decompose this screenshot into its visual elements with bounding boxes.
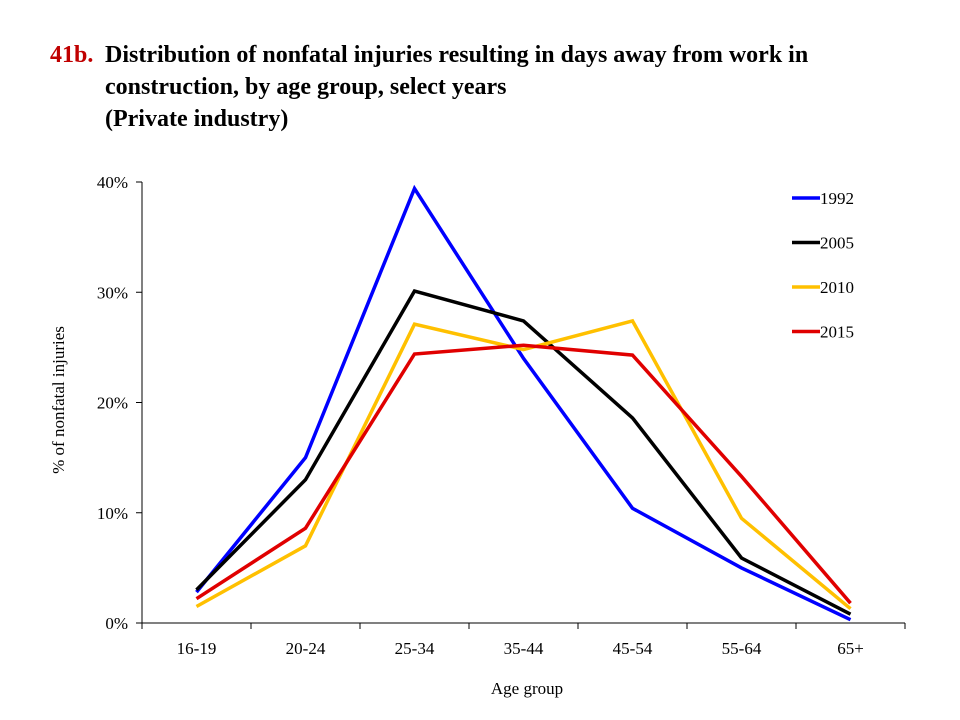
series-line-2010 [195, 318, 852, 611]
x-tick-label: 45-54 [613, 639, 653, 658]
series-layer [195, 184, 852, 622]
title-line-2: construction, by age group, select years [105, 74, 507, 100]
x-tick-label: 25-34 [395, 639, 435, 658]
legend-label-2010: 2010 [820, 278, 854, 297]
y-tick-label: 0% [105, 614, 128, 633]
x-tick-label: 20-24 [286, 639, 326, 658]
y-tick-label: 20% [97, 394, 128, 413]
title-line-1: Distribution of nonfatal injuries result… [105, 42, 809, 68]
legend: 1992 2005 2010 2015 [792, 189, 854, 342]
series-line-2015 [195, 343, 852, 605]
y-axis-title: % of nonfatal injuries [49, 326, 68, 474]
axes: 0% 10% 20% 30% 40% 16-19 20-24 25-34 35-44 45-54 5… [97, 173, 906, 658]
x-tick-label: 35-44 [504, 639, 544, 658]
y-tick-label: 40% [97, 173, 128, 192]
legend-label-1992: 1992 [820, 189, 854, 208]
x-tick-label: 16-19 [177, 639, 217, 658]
legend-label-2005: 2005 [820, 234, 854, 253]
x-axis-title: Age group [491, 679, 563, 698]
legend-label-2015: 2015 [820, 323, 854, 342]
series-line-2005 [195, 289, 852, 616]
y-tick-label: 10% [97, 504, 128, 523]
title-line-3: (Private industry) [105, 106, 289, 132]
series-line-1992 [195, 184, 852, 622]
x-tick-label: 65+ [837, 639, 864, 658]
figure-number: 41b. [50, 42, 94, 68]
x-tick-label: 55-64 [722, 639, 762, 658]
y-tick-label: 30% [97, 283, 128, 302]
